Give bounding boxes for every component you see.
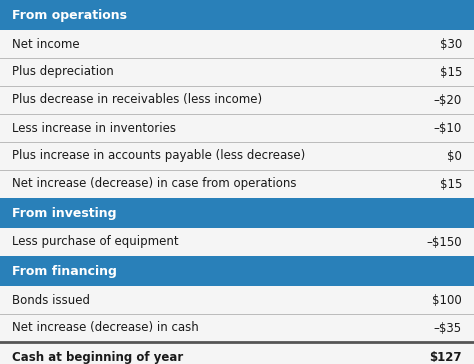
Text: Net income: Net income [12, 37, 80, 51]
Text: Less increase in inventories: Less increase in inventories [12, 122, 176, 135]
Text: –$150: –$150 [427, 236, 462, 249]
Text: Plus increase in accounts payable (less decrease): Plus increase in accounts payable (less … [12, 150, 305, 162]
Text: –$10: –$10 [434, 122, 462, 135]
Text: From investing: From investing [12, 206, 117, 219]
Text: –$20: –$20 [434, 94, 462, 107]
Text: $15: $15 [439, 178, 462, 190]
Text: Net increase (decrease) in cash: Net increase (decrease) in cash [12, 321, 199, 335]
Text: $30: $30 [440, 37, 462, 51]
Text: $100: $100 [432, 293, 462, 306]
Text: From operations: From operations [12, 8, 127, 21]
Text: From financing: From financing [12, 265, 117, 277]
Text: $127: $127 [429, 351, 462, 364]
Text: $15: $15 [439, 66, 462, 79]
Bar [0, 256, 474, 286]
Text: Less purchase of equipment: Less purchase of equipment [12, 236, 179, 249]
Text: Net increase (decrease) in case from operations: Net increase (decrease) in case from ope… [12, 178, 297, 190]
Bar [0, 198, 474, 228]
Text: Bonds issued: Bonds issued [12, 293, 90, 306]
Text: Plus depreciation: Plus depreciation [12, 66, 114, 79]
Text: –$35: –$35 [434, 321, 462, 335]
Text: $0: $0 [447, 150, 462, 162]
Bar [0, 0, 474, 30]
Text: Plus decrease in receivables (less income): Plus decrease in receivables (less incom… [12, 94, 262, 107]
Text: Cash at beginning of year: Cash at beginning of year [12, 351, 183, 364]
